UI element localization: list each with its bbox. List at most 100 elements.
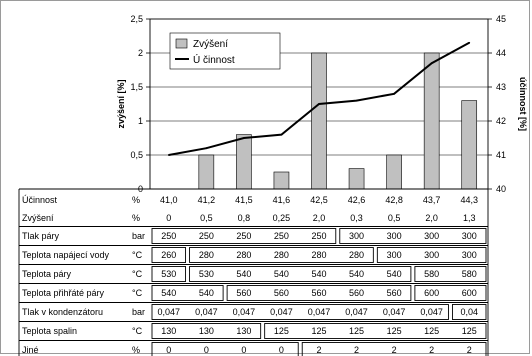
y-left-axis-label: zvýšení [%]	[116, 79, 126, 128]
table-cell: 125	[349, 326, 364, 336]
table-cell: 280	[199, 250, 214, 260]
table-cell: 125	[311, 326, 326, 336]
table-cell: 300	[462, 250, 477, 260]
table-cell: 560	[387, 288, 402, 298]
table-cell: 280	[349, 250, 364, 260]
table-cell: 0,047	[195, 307, 218, 317]
table-cell: 42,8	[385, 195, 403, 205]
line-point	[393, 92, 396, 95]
table-cell: 0,8	[238, 213, 251, 223]
bar	[461, 100, 478, 190]
y-left-tick-label: 0,5	[130, 150, 143, 160]
table-group-box	[376, 247, 487, 263]
table-cell: 300	[424, 231, 439, 241]
table-row-label: Teplota páry	[22, 269, 72, 279]
table-row-label: Teplota spalin	[22, 326, 77, 336]
table-cell: 130	[199, 326, 214, 336]
table-group-box	[151, 266, 187, 282]
bar	[386, 154, 402, 190]
table-cell: 540	[387, 269, 402, 279]
table-cell: 0,047	[233, 307, 256, 317]
y-right-tick-label: 44	[496, 48, 506, 58]
line-point	[318, 103, 320, 105]
table-cell: 300	[424, 250, 439, 260]
table-cell: 300	[387, 231, 402, 241]
y-right-axis-label: účinnost [%]	[518, 77, 528, 131]
table-row-label: Teplota přihřáté páry	[22, 288, 105, 298]
table-cell: 42,5	[310, 195, 328, 205]
table-cell: 0	[241, 345, 246, 355]
table-cell: 43,7	[423, 195, 441, 205]
y-right-tick-label: 42	[496, 116, 506, 126]
table-cell: 300	[349, 231, 364, 241]
table-cell: 250	[274, 231, 289, 241]
table-cell: 0,3	[350, 213, 363, 223]
y-left-tick-label: 2,5	[130, 14, 143, 24]
table-cell: 125	[387, 326, 402, 336]
table-cell: 41,5	[235, 195, 253, 205]
table-row-label: Účinnost	[22, 195, 58, 205]
table-group-box	[339, 228, 487, 244]
legend-swatch-bar	[175, 38, 188, 49]
bar	[423, 52, 440, 190]
table-cell: 560	[311, 288, 326, 298]
table-group-box	[151, 247, 187, 263]
table-cell: 0,047	[270, 307, 293, 317]
line-point	[242, 137, 245, 139]
table-row-label: Tlak páry	[22, 231, 60, 241]
table-cell: 0,5	[388, 213, 401, 223]
table-cell: 2	[316, 345, 321, 355]
table-cell: 41,0	[160, 195, 178, 205]
table-group-box	[189, 266, 412, 282]
table-cell: 530	[199, 269, 214, 279]
y-left-tick-label: 2	[138, 48, 143, 58]
table-row-unit: °C	[132, 250, 143, 260]
table-group-box	[301, 342, 487, 356]
bar	[348, 168, 365, 190]
table-cell: 2,0	[313, 213, 326, 223]
table-group-box	[151, 304, 449, 320]
table-cell: 0,047	[420, 307, 443, 317]
table-row-unit: bar	[132, 307, 145, 317]
table-cell: 1,3	[463, 213, 476, 223]
bar	[198, 154, 215, 190]
bar	[236, 134, 252, 190]
table-cell: 580	[424, 269, 439, 279]
table-cell: 0,047	[383, 307, 406, 317]
y-right-tick-label: 43	[496, 82, 506, 92]
table-cell: 130	[161, 326, 176, 336]
table-row-unit: °C	[132, 269, 143, 279]
y-right-tick-label: 41	[496, 150, 506, 160]
table-group-box	[414, 285, 487, 301]
table-group-box	[151, 342, 299, 356]
table-cell: 540	[349, 269, 364, 279]
table-cell: 540	[161, 288, 176, 298]
table-group-box	[151, 228, 337, 244]
table-cell: 600	[424, 288, 439, 298]
table-cell: 125	[424, 326, 439, 336]
table-row-unit: %	[132, 213, 140, 223]
table-cell: 2	[392, 345, 397, 355]
table-group-box	[151, 285, 224, 301]
table-cell: 0,25	[273, 213, 291, 223]
line-point	[205, 147, 208, 150]
line-point	[430, 62, 433, 65]
table-cell: 0,047	[158, 307, 181, 317]
table-cell: 2	[354, 345, 359, 355]
table-cell: 250	[311, 231, 326, 241]
bar	[273, 171, 290, 190]
table-cell: 250	[161, 231, 176, 241]
table-cell: 0	[166, 345, 171, 355]
table-cell: 530	[161, 269, 176, 279]
table-cell: 0,04	[460, 307, 478, 317]
table-row-label: Jiné	[22, 345, 39, 355]
table-cell: 44,3	[460, 195, 478, 205]
table-row-unit: °C	[132, 288, 143, 298]
legend-box	[169, 32, 281, 70]
table-cell: 560	[349, 288, 364, 298]
table-cell: 580	[462, 269, 477, 279]
table-cell: 41,2	[198, 195, 216, 205]
table-cell: 260	[161, 250, 176, 260]
table-row-label: Tlak v kondenzátoru	[22, 307, 103, 317]
